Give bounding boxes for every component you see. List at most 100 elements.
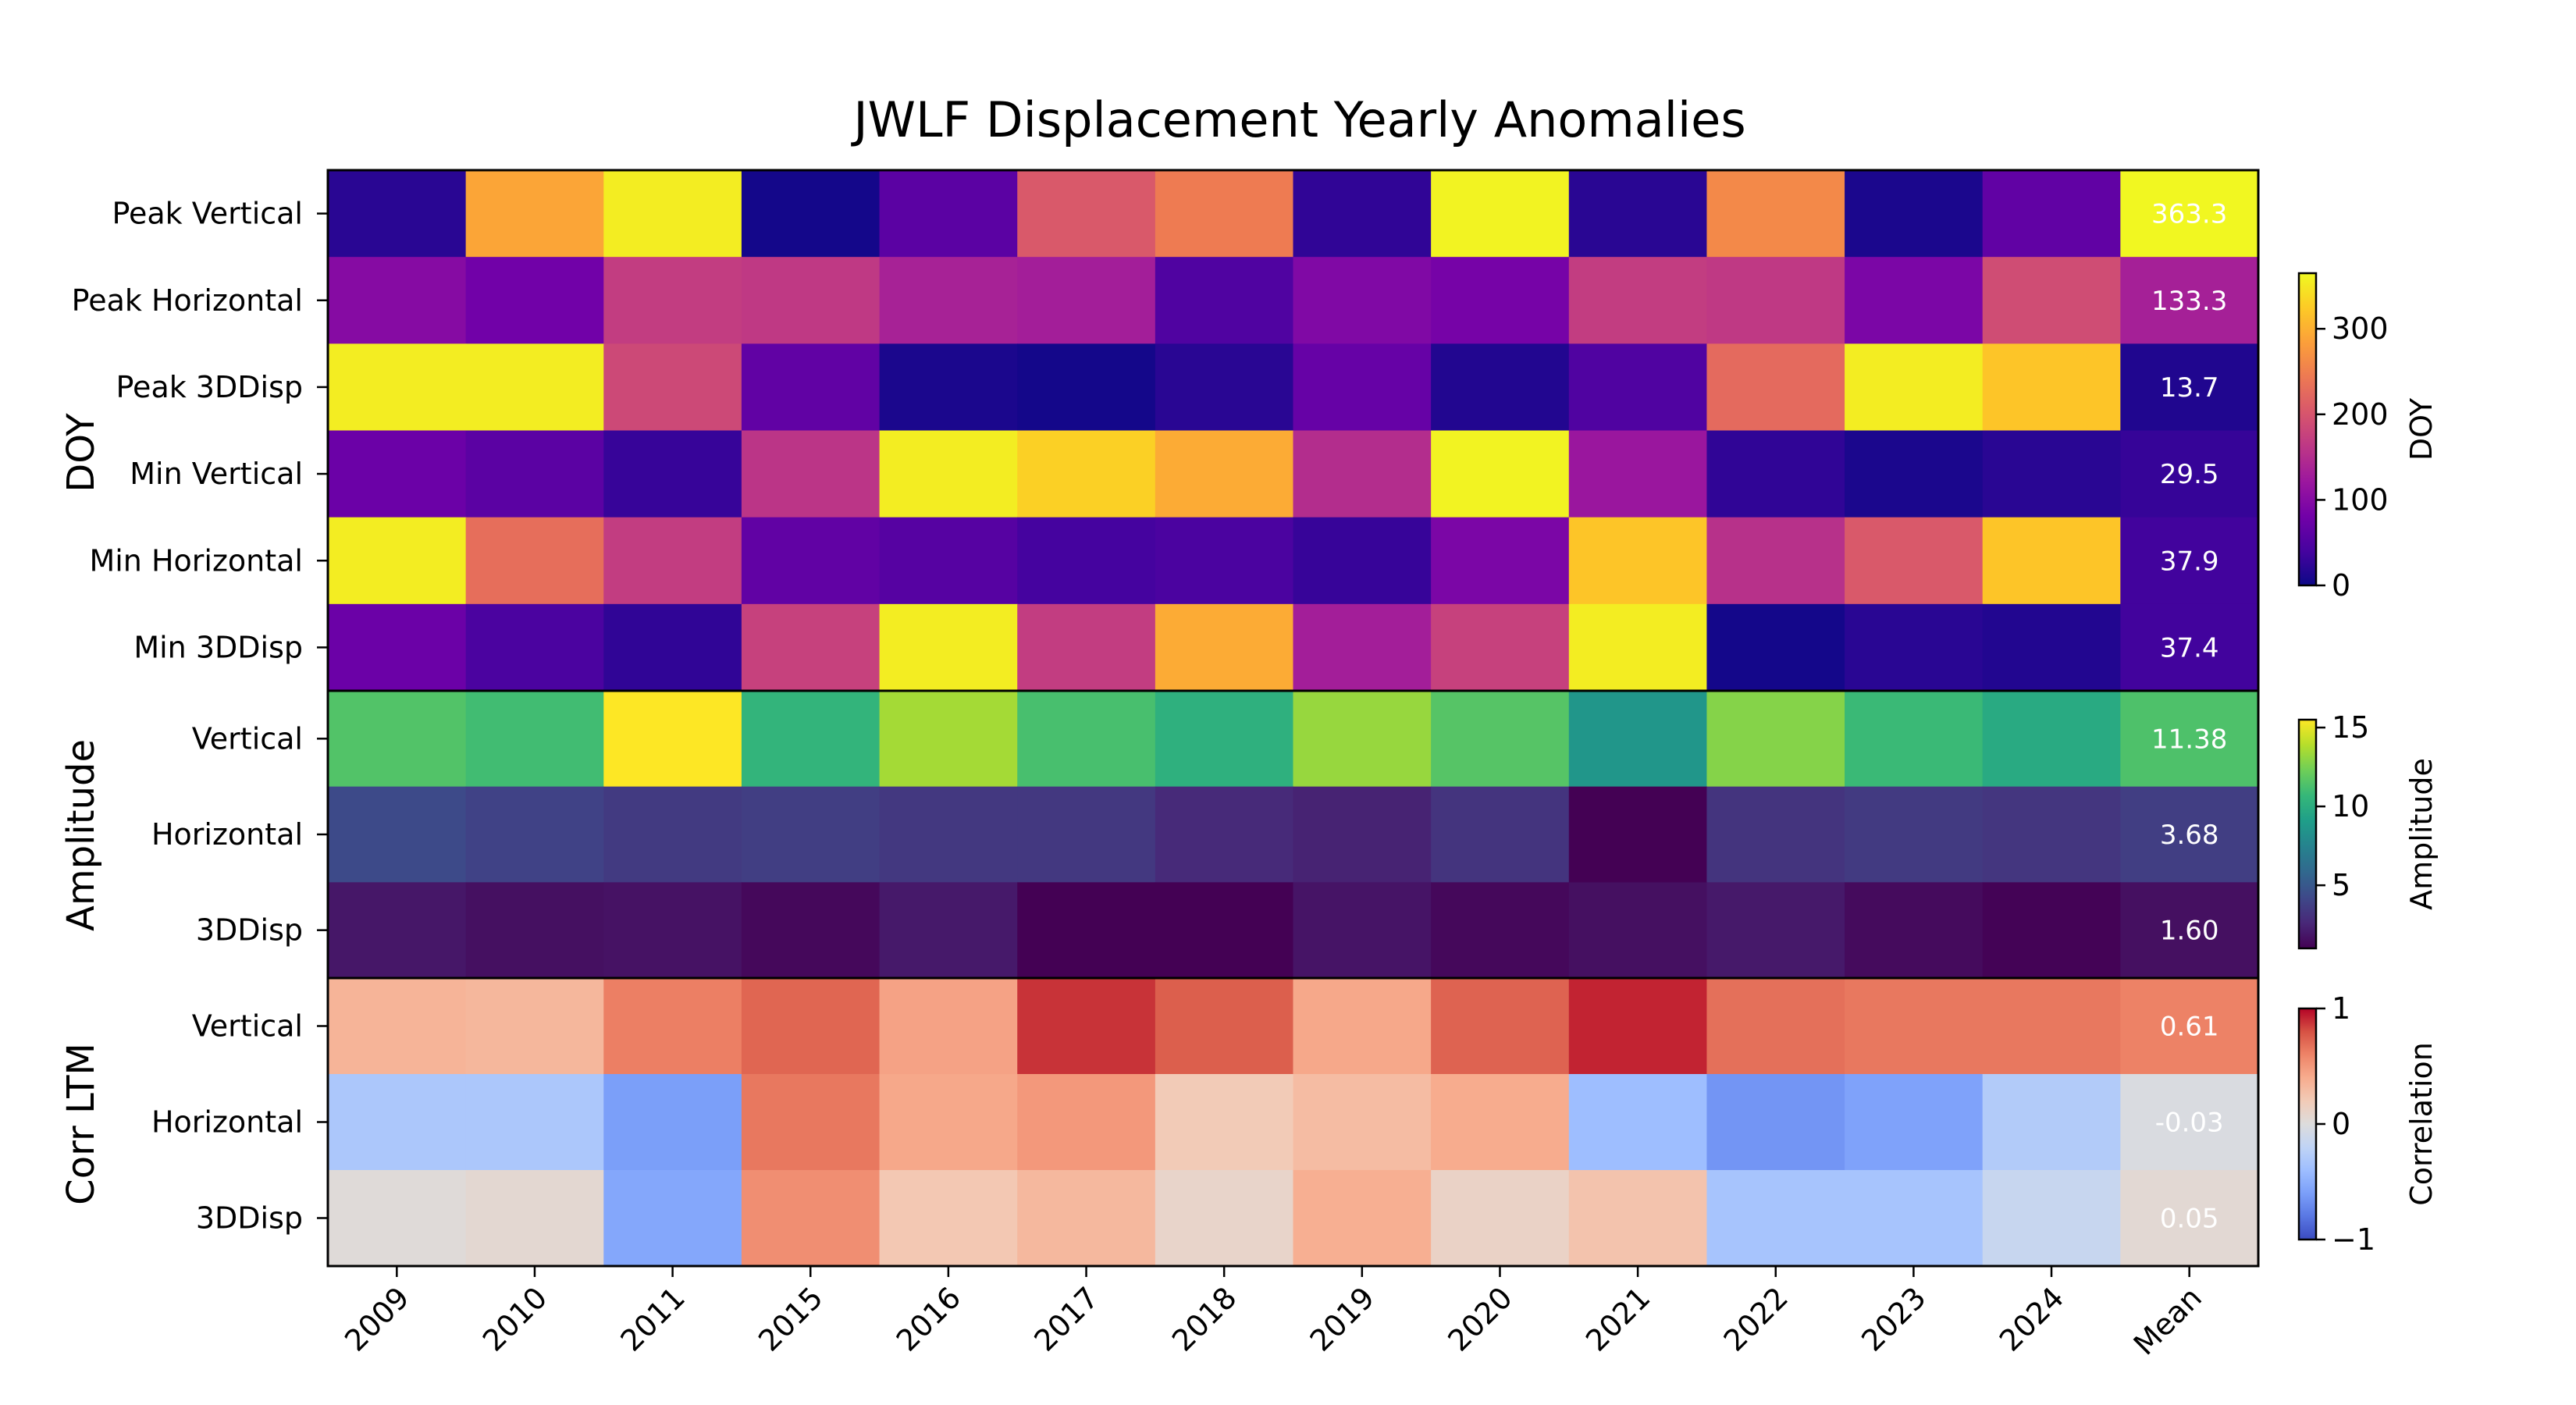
heatmap-cell-amplitude-vertical-mean	[2120, 691, 2259, 788]
heatmap-cell-doy-min-horizontal-2023	[1845, 517, 1984, 605]
heatmap-cell-corr-ltm-vertical-2022	[1706, 978, 1845, 1075]
heatmap-cell-doy-peak-3ddisp-2009	[328, 343, 467, 432]
heatmap-cell-corr-ltm-vertical-2018	[1155, 978, 1294, 1075]
heatmap-cell-corr-ltm-3ddisp-2022	[1706, 1170, 1845, 1267]
chart-title: JWLF Displacement Yearly Anomalies	[850, 91, 1745, 148]
heatmap-cell-corr-ltm-3ddisp-2018	[1155, 1170, 1294, 1267]
heatmap-cell-amplitude-3ddisp-2024	[1982, 882, 2121, 979]
mean-value-label: -0.03	[2155, 1108, 2224, 1139]
heatmap-cell-amplitude-vertical-2017	[1017, 691, 1156, 788]
heatmap-cell-doy-min-horizontal-2009	[328, 517, 467, 605]
heatmap-cell-corr-ltm-vertical-2023	[1845, 978, 1984, 1075]
heatmap-cell-doy-peak-3ddisp-mean	[2120, 343, 2259, 432]
heatmap-cell-doy-peak-3ddisp-2023	[1845, 343, 1984, 432]
heatmap-cell-corr-ltm-3ddisp-2015	[741, 1170, 881, 1267]
heatmap-cell-amplitude-vertical-2022	[1706, 691, 1845, 788]
mean-value-label: 29.5	[2160, 459, 2219, 490]
heatmap-cell-corr-ltm-horizontal-2020	[1431, 1074, 1570, 1171]
heatmap-cell-doy-min-3ddisp-mean	[2120, 603, 2259, 692]
heatmap-cell-amplitude-vertical-2019	[1293, 691, 1432, 788]
x-tick-label-2009: 2009	[338, 1280, 416, 1358]
heatmap-cell-corr-ltm-3ddisp-2021	[1568, 1170, 1708, 1267]
heatmap-cell-doy-peak-horizontal-mean	[2120, 257, 2259, 344]
heatmap-cell-amplitude-horizontal-2023	[1845, 786, 1984, 883]
heatmap-cell-doy-min-vertical-2017	[1017, 430, 1156, 518]
heatmap-cell-corr-ltm-horizontal-2018	[1155, 1074, 1294, 1171]
heatmap-cell-doy-peak-vertical-2019	[1293, 170, 1432, 258]
heatmap-cell-corr-ltm-horizontal-2010	[465, 1074, 604, 1171]
row-label-corr-ltm-vertical: Vertical	[192, 1009, 303, 1044]
heatmap-cell-doy-min-vertical-2015	[741, 430, 881, 518]
heatmap-cell-doy-min-horizontal-2017	[1017, 517, 1156, 605]
row-label-corr-ltm-horizontal: Horizontal	[151, 1105, 303, 1140]
x-tick-label-2010: 2010	[476, 1280, 554, 1358]
heatmap-cell-doy-min-vertical-2023	[1845, 430, 1984, 518]
heatmap-cell-amplitude-vertical-2023	[1845, 691, 1984, 788]
heatmap-cell-doy-peak-horizontal-2022	[1706, 257, 1845, 344]
heatmap-cell-amplitude-vertical-2016	[879, 691, 1018, 788]
heatmap-cell-doy-min-3ddisp-2018	[1155, 603, 1294, 692]
heatmap-cell-doy-min-vertical-2018	[1155, 430, 1294, 518]
x-tick-label-2020: 2020	[1441, 1280, 1519, 1358]
heatmap-cell-corr-ltm-3ddisp-2017	[1017, 1170, 1156, 1267]
heatmap-cell-amplitude-3ddisp-2009	[328, 882, 467, 979]
heatmap-cell-doy-min-vertical-2022	[1706, 430, 1845, 518]
colorbar-doy	[2297, 272, 2318, 587]
heatmap-cell-doy-min-vertical-2011	[603, 430, 742, 518]
mean-value-label: 0.61	[2160, 1012, 2219, 1043]
heatmap-cell-doy-min-3ddisp-2010	[465, 603, 604, 692]
colorbar-correlation	[2297, 1007, 2318, 1241]
x-tick-label-2011: 2011	[614, 1280, 692, 1358]
heatmap-cell-amplitude-3ddisp-2020	[1431, 882, 1570, 979]
heatmap-cell-doy-peak-horizontal-2021	[1568, 257, 1708, 344]
row-label-doy-peak-vertical: Peak Vertical	[112, 197, 303, 231]
heatmap-cell-doy-peak-horizontal-2024	[1982, 257, 2121, 344]
heatmap-cell-amplitude-vertical-2024	[1982, 691, 2121, 788]
heatmap-cell-amplitude-horizontal-2015	[741, 786, 881, 883]
heatmap-cell-corr-ltm-vertical-2015	[741, 978, 881, 1075]
colorbar-tick-label: 0	[2332, 1107, 2350, 1141]
heatmap-cell-doy-min-vertical-2021	[1568, 430, 1708, 518]
heatmap-cell-amplitude-3ddisp-mean	[2120, 882, 2259, 979]
heatmap-cell-amplitude-horizontal-2022	[1706, 786, 1845, 883]
heatmap-cell-doy-min-3ddisp-2016	[879, 603, 1018, 692]
heatmap-cell-amplitude-3ddisp-2016	[879, 882, 1018, 979]
heatmap-cell-corr-ltm-3ddisp-2020	[1431, 1170, 1570, 1267]
heatmap-cell-doy-peak-vertical-2011	[603, 170, 742, 258]
heatmap-cell-amplitude-vertical-2010	[465, 691, 604, 788]
heatmap-cell-doy-min-3ddisp-2023	[1845, 603, 1984, 692]
heatmap-cell-amplitude-3ddisp-2019	[1293, 882, 1432, 979]
row-label-corr-ltm-3ddisp: 3DDisp	[196, 1201, 303, 1236]
colorbar-tick-label: 10	[2332, 789, 2369, 823]
mean-value-label: 3.68	[2160, 820, 2219, 851]
heatmap-cell-corr-ltm-horizontal-2021	[1568, 1074, 1708, 1171]
group-label-doy: DOY	[59, 413, 103, 493]
heatmap-cell-doy-min-3ddisp-2024	[1982, 603, 2121, 692]
heatmap-cell-doy-min-horizontal-2018	[1155, 517, 1294, 605]
row-label-doy-min-horizontal: Min Horizontal	[89, 543, 303, 578]
colorbar-label-doy: DOY	[2404, 397, 2439, 461]
heatmap-cell-doy-min-3ddisp-2019	[1293, 603, 1432, 692]
colorbar-tick-label: 15	[2332, 710, 2369, 745]
heatmap-cell-doy-min-vertical-2020	[1431, 430, 1570, 518]
heatmap-cell-corr-ltm-vertical-2019	[1293, 978, 1432, 1075]
heatmap-cell-corr-ltm-vertical-mean	[2120, 978, 2259, 1075]
heatmap-cell-doy-min-horizontal-2020	[1431, 517, 1570, 605]
heatmap-cell-amplitude-horizontal-2009	[328, 786, 467, 883]
heatmap-cell-corr-ltm-3ddisp-2009	[328, 1170, 467, 1267]
heatmap-cell-doy-peak-vertical-2020	[1431, 170, 1570, 258]
heatmap-cell-doy-peak-3ddisp-2015	[741, 343, 881, 432]
heatmap-cell-corr-ltm-3ddisp-2016	[879, 1170, 1018, 1267]
heatmap-cell-corr-ltm-horizontal-2016	[879, 1074, 1018, 1171]
heatmap-cell-doy-peak-vertical-2023	[1845, 170, 1984, 258]
heatmap-cell-corr-ltm-horizontal-2022	[1706, 1074, 1845, 1171]
heatmap-cell-amplitude-horizontal-2021	[1568, 786, 1708, 883]
heatmap-cell-doy-min-horizontal-2019	[1293, 517, 1432, 605]
heatmap-cell-corr-ltm-vertical-2020	[1431, 978, 1570, 1075]
heatmap-cell-corr-ltm-vertical-2021	[1568, 978, 1708, 1075]
heatmap-cell-doy-peak-3ddisp-2020	[1431, 343, 1570, 432]
heatmap-cell-amplitude-3ddisp-2011	[603, 882, 742, 979]
x-tick-label-2015: 2015	[752, 1280, 830, 1358]
colorbar-amplitude	[2297, 718, 2318, 950]
heatmap-cell-corr-ltm-horizontal-mean	[2120, 1074, 2259, 1171]
